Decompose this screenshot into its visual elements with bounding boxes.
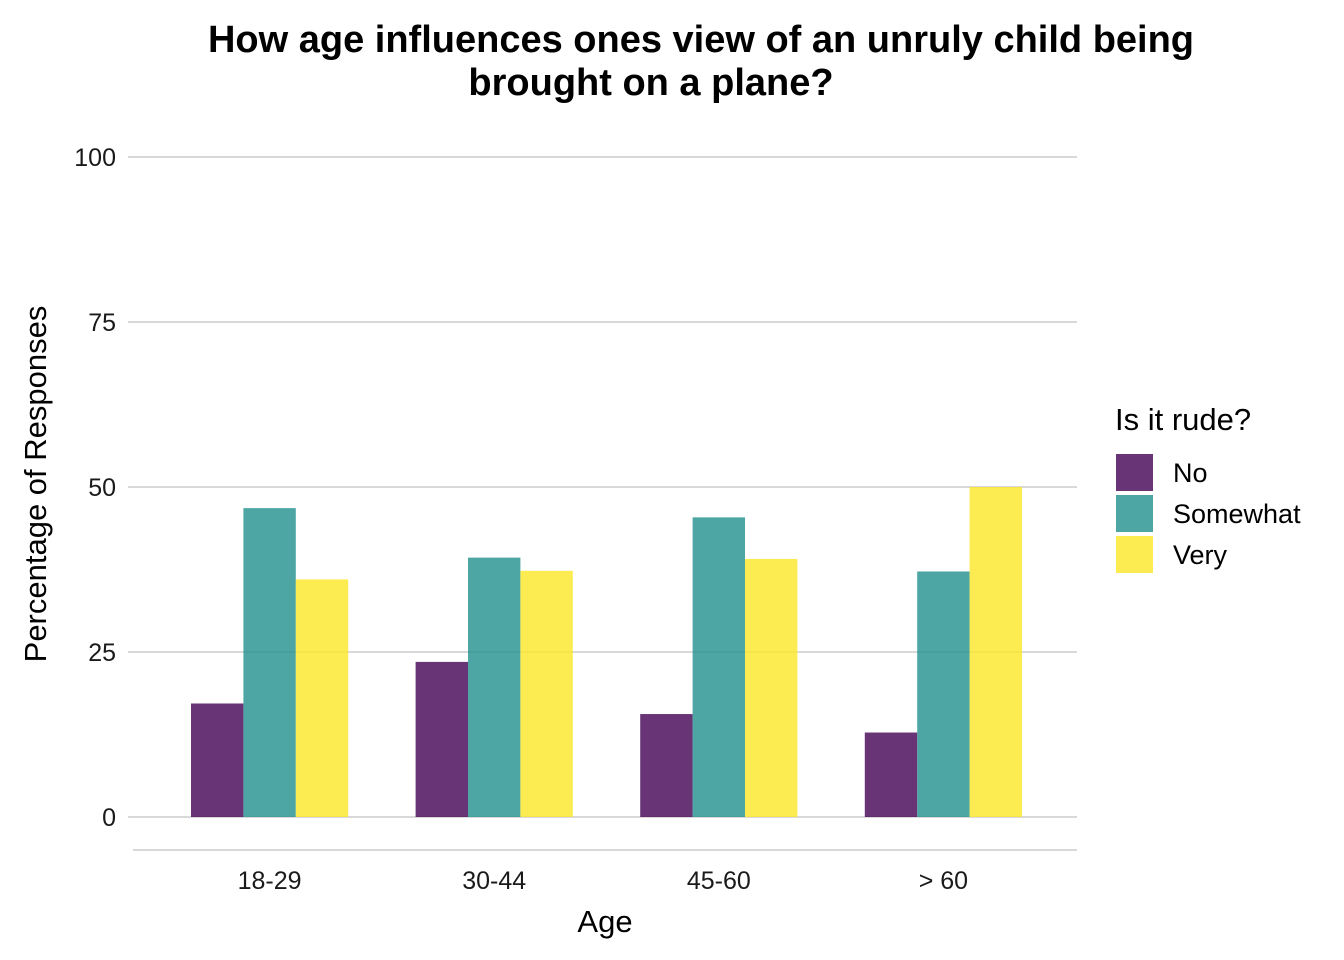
y-tick-label: 50: [88, 474, 116, 502]
legend-swatch-very: [1116, 536, 1153, 573]
legend: No Somewhat Very: [1116, 454, 1301, 573]
bar-no-2: [640, 714, 693, 817]
bar-somewhat-0: [243, 508, 296, 817]
legend-swatch-somewhat: [1116, 495, 1153, 532]
bar-no-0: [191, 703, 244, 817]
x-tick-label: 30-44: [462, 867, 526, 895]
chart-title-line-2: brought on a plane?: [468, 62, 833, 104]
y-tick-label: 25: [88, 639, 116, 667]
x-tick-label: 45-60: [687, 867, 751, 895]
bar-very-2: [745, 558, 798, 817]
y-tick-label: 100: [74, 144, 116, 172]
bar-very-0: [295, 579, 349, 817]
bar-very-1: [520, 570, 573, 817]
x-axis-label: Age: [577, 904, 632, 939]
y-tick-label: 75: [88, 309, 116, 337]
chart-title-line-1: How age influences ones view of an unrul…: [208, 19, 1194, 61]
bar-somewhat-1: [468, 557, 521, 817]
y-axis-label: Percentage of Responses: [18, 306, 53, 663]
legend-label-no: No: [1173, 458, 1208, 488]
bar-no-3: [864, 732, 918, 817]
y-tick-labels: 0 25 50 75 100: [74, 144, 116, 832]
x-tick-label: > 60: [919, 867, 968, 895]
x-tick-label: 18-29: [238, 867, 302, 895]
bar-no-1: [415, 661, 468, 817]
legend-swatch-no: [1116, 454, 1153, 491]
bar-somewhat-2: [692, 517, 745, 817]
legend-label-somewhat: Somewhat: [1173, 499, 1301, 529]
legend-title: Is it rude?: [1115, 402, 1251, 437]
bar-somewhat-3: [917, 571, 970, 817]
bars: [191, 487, 1022, 817]
bar-very-3: [969, 487, 1022, 817]
x-tick-labels: 18-29 30-44 45-60 > 60: [238, 867, 968, 895]
y-tick-label: 0: [102, 804, 116, 832]
legend-label-very: Very: [1173, 540, 1228, 570]
